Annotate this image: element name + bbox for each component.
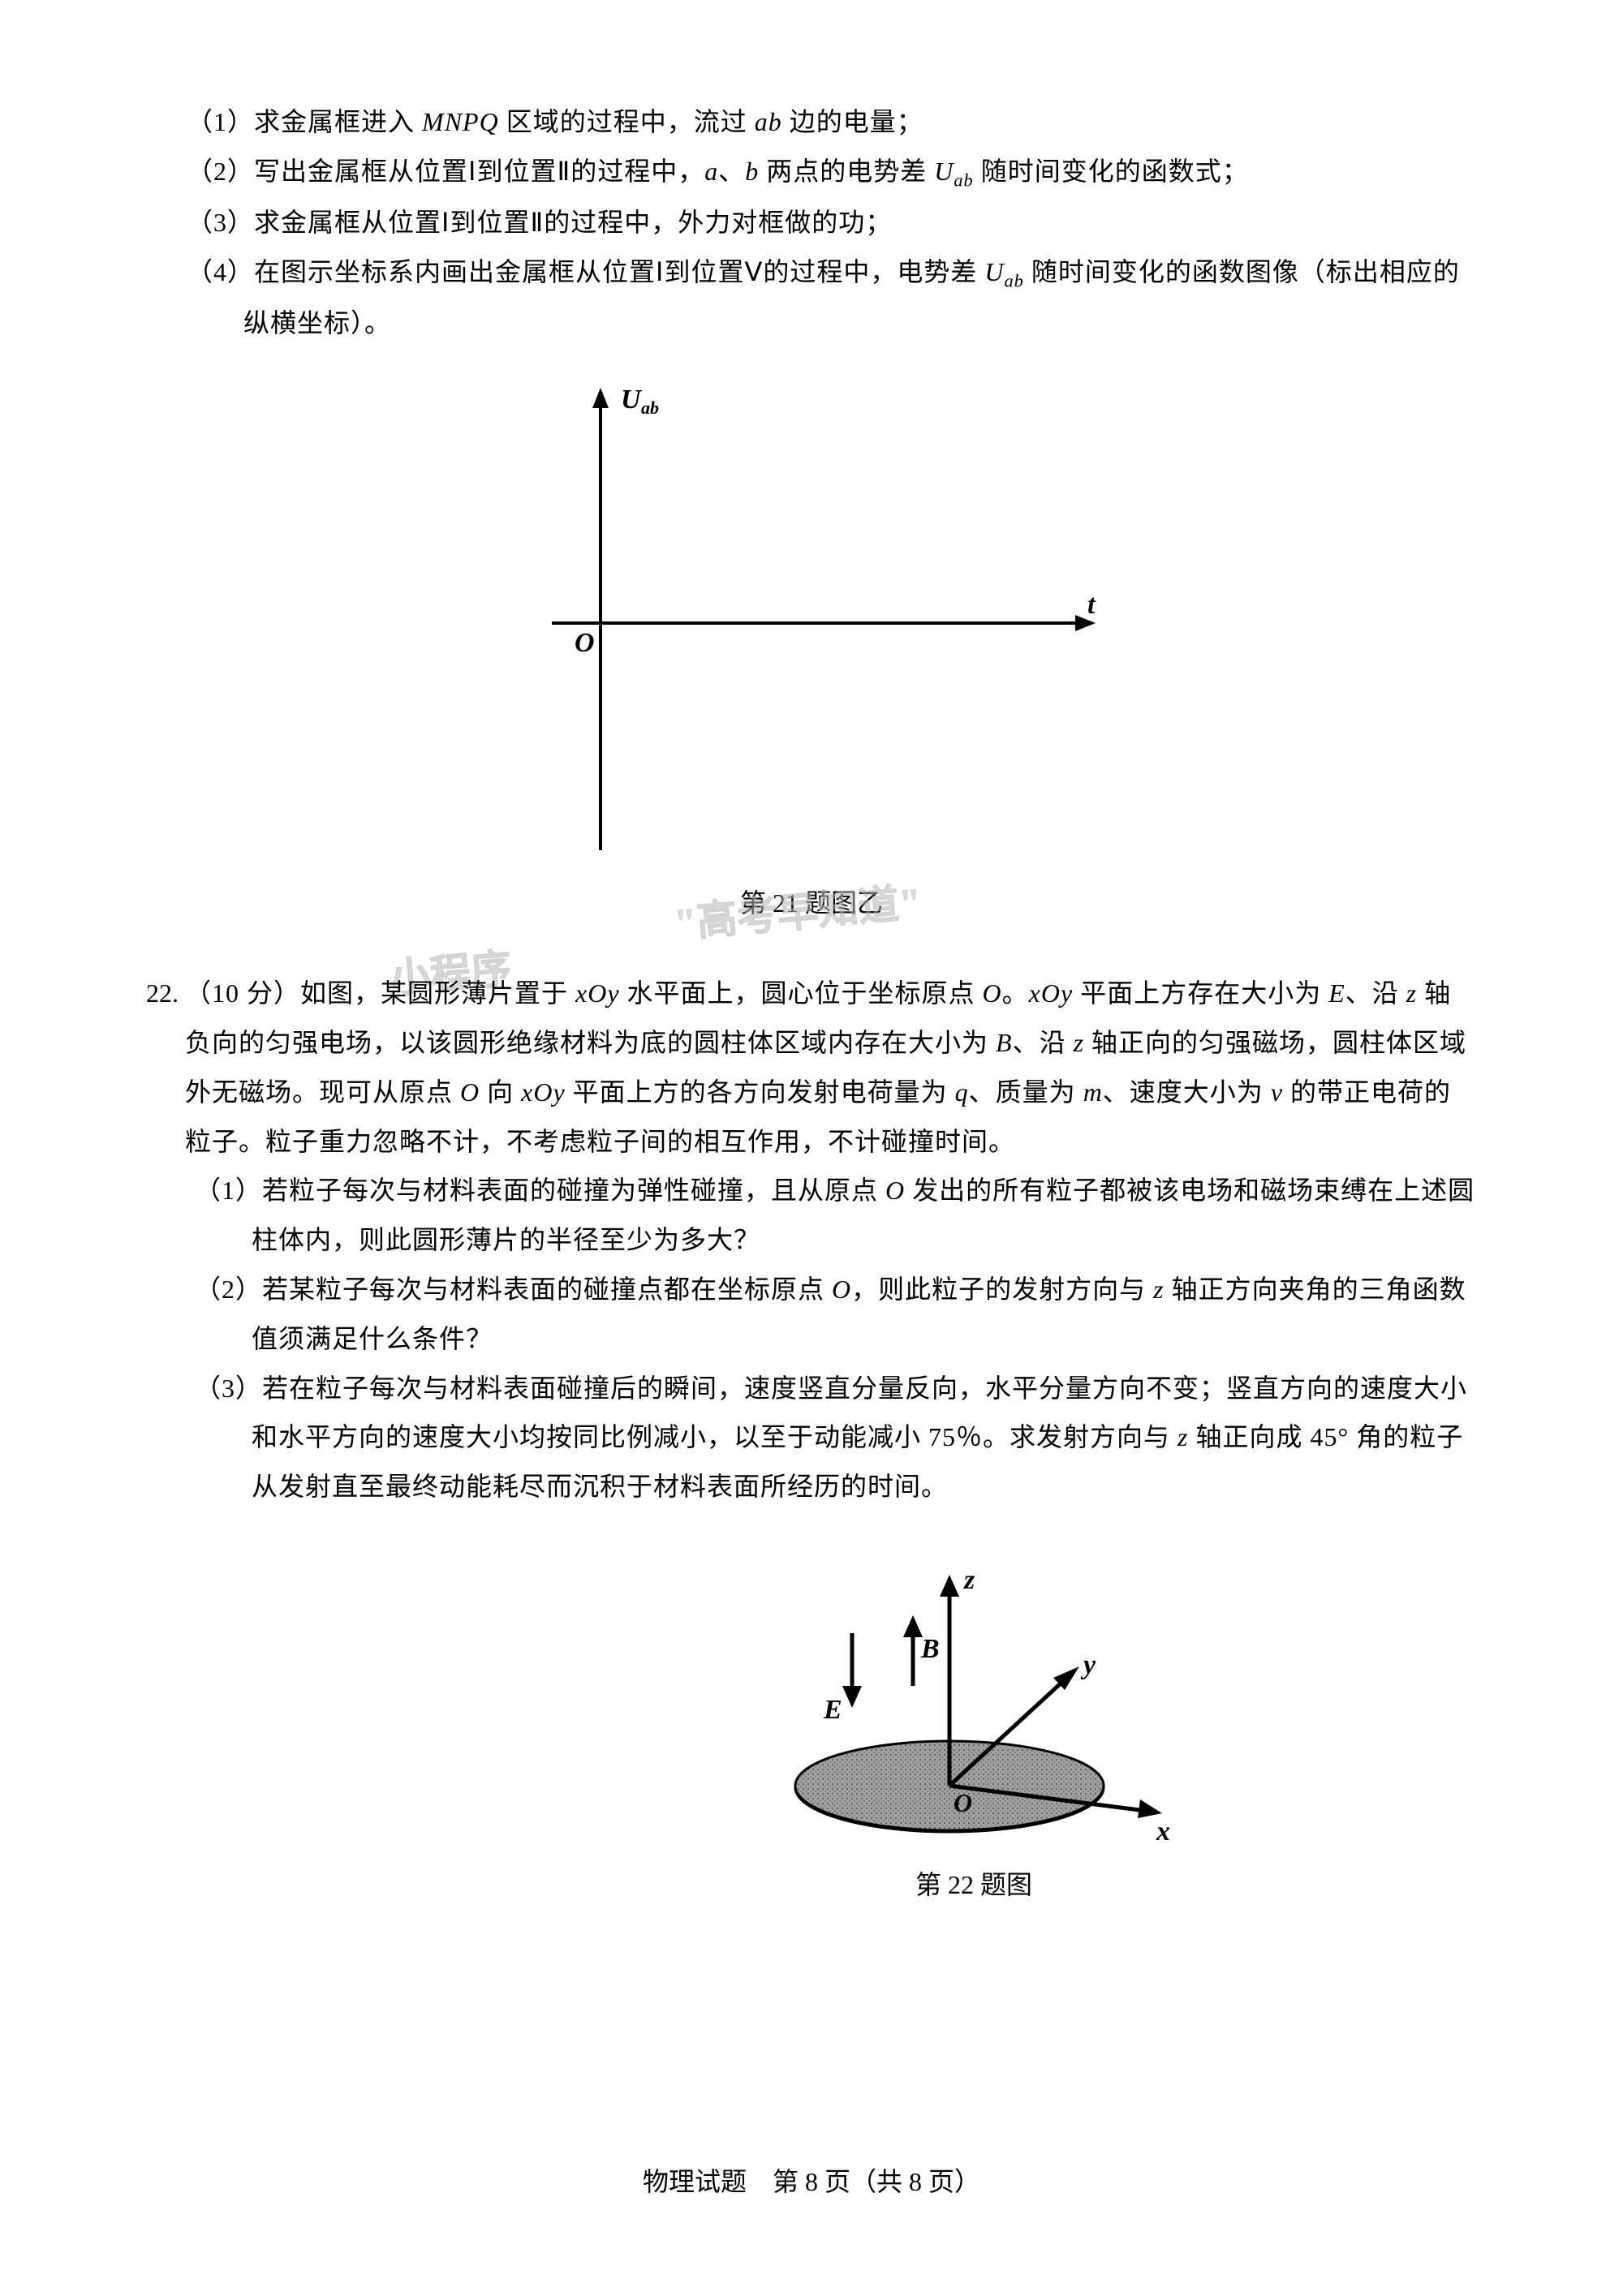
q21-item-3: （3）求金属框从位置Ⅰ到位置Ⅱ的过程中，外力对框做的功； (203, 198, 1477, 247)
q21-item-2-num: （2） (187, 157, 254, 186)
svg-text:B: B (920, 1634, 940, 1664)
q21-item-4: （4）在图示坐标系内画出金属框从位置Ⅰ到位置Ⅴ的过程中，电势差 Uab 随时间变… (203, 247, 1477, 348)
q22-intro: （10 分）如图，某圆形薄片置于 xOy 水平面上，圆心位于坐标原点 O。xOy… (185, 969, 1477, 1166)
q21-item-2-text: 写出金属框从位置Ⅰ到位置Ⅱ的过程中，a、b 两点的电势差 Uab 随时间变化的函… (254, 157, 1249, 186)
q21-item-3-num: （3） (187, 208, 254, 237)
q21-graph-container: U ab t O (146, 380, 1477, 866)
q22-item-3: （3）若在粒子每次与材料表面碰撞后的瞬间，速度竖直分量反向，水平分量方向不变；竖… (252, 1364, 1477, 1511)
svg-text:x: x (1156, 1817, 1170, 1847)
q22-header: 22. （10 分）如图，某圆形薄片置于 xOy 水平面上，圆心位于坐标原点 O… (146, 969, 1477, 1166)
q21-item-4-text: 在图示坐标系内画出金属框从位置Ⅰ到位置Ⅴ的过程中，电势差 Uab 随时间变化的函… (243, 257, 1460, 338)
svg-text:O: O (954, 1788, 972, 1817)
q21-item-1-num: （1） (187, 107, 254, 136)
q21-graph-caption: 第 21 题图乙 (146, 883, 1477, 920)
q22-number: 22. (146, 969, 179, 1018)
q22-item-2-text: 若某粒子每次与材料表面的碰撞点都在坐标原点 O，则此粒子的发射方向与 z 轴正方… (252, 1275, 1466, 1353)
q22-figure: z y x O B E (763, 1544, 1185, 1852)
q21-coordinate-graph: U ab t O (503, 380, 1120, 866)
q22-item-2-num: （2） (195, 1275, 262, 1304)
svg-text:O: O (575, 628, 595, 658)
svg-text:z: z (963, 1565, 975, 1595)
q21-item-4-num: （4） (187, 257, 254, 286)
q21-item-3-text: 求金属框从位置Ⅰ到位置Ⅱ的过程中，外力对框做的功； (254, 208, 892, 237)
q22-item-1: （1）若粒子每次与材料表面的碰撞为弹性碰撞，且从原点 O 发出的所有粒子都被该电… (252, 1166, 1477, 1265)
q21-item-1: （1）求金属框进入 MNPQ 区域的过程中，流过 ab 边的电量； (203, 97, 1477, 147)
svg-text:ab: ab (641, 398, 659, 418)
svg-text:y: y (1080, 1650, 1096, 1680)
svg-text:U: U (621, 385, 643, 415)
page-footer: 物理试题 第 8 页（共 8 页） (0, 2161, 1623, 2199)
q21-item-2: （2）写出金属框从位置Ⅰ到位置Ⅱ的过程中，a、b 两点的电势差 Uab 随时间变… (203, 147, 1477, 198)
q22-item-1-text: 若粒子每次与材料表面的碰撞为弹性碰撞，且从原点 O 发出的所有粒子都被该电场和磁… (252, 1176, 1474, 1254)
q21-item-1-text: 求金属框进入 MNPQ 区域的过程中，流过 ab 边的电量； (254, 107, 923, 136)
q21-block: （1）求金属框进入 MNPQ 区域的过程中，流过 ab 边的电量； （2）写出金… (146, 97, 1477, 347)
q22-item-3-text: 若在粒子每次与材料表面碰撞后的瞬间，速度竖直分量反向，水平分量方向不变；竖直方向… (252, 1374, 1467, 1502)
svg-text:t: t (1087, 590, 1096, 620)
q22-figure-container: z y x O B E (471, 1544, 1477, 1852)
q22-block: 22. （10 分）如图，某圆形薄片置于 xOy 水平面上，圆心位于坐标原点 O… (146, 969, 1477, 1511)
q22-item-1-num: （1） (195, 1176, 262, 1205)
q22-item-2: （2）若某粒子每次与材料表面的碰撞点都在坐标原点 O，则此粒子的发射方向与 z … (252, 1265, 1477, 1364)
svg-text:E: E (823, 1695, 842, 1725)
q22-figure-caption: 第 22 题图 (471, 1864, 1477, 1902)
q22-item-3-num: （3） (195, 1374, 262, 1403)
